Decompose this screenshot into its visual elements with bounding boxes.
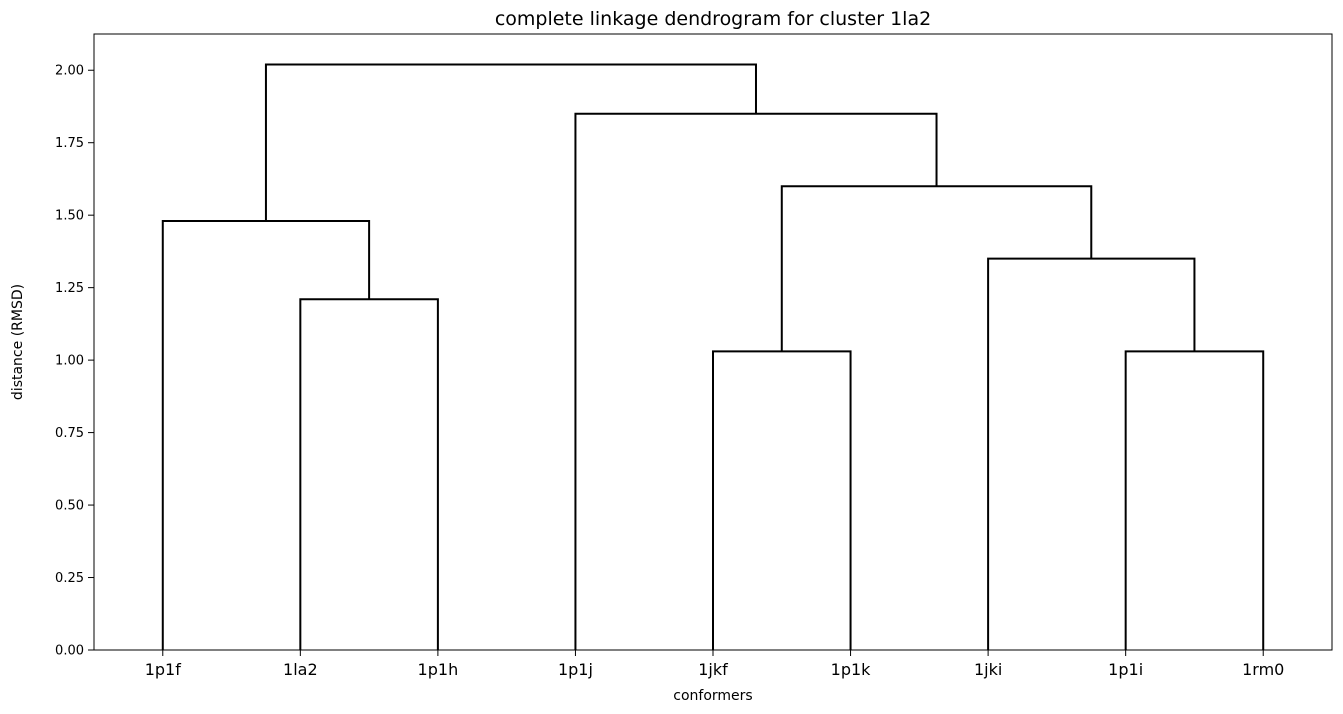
y-tick-label: 0.25 [55, 571, 84, 586]
dendrogram-link-7 [574, 112, 938, 650]
chart-title: complete linkage dendrogram for cluster … [495, 8, 931, 30]
leaf-label-1p1h: 1p1h [418, 660, 459, 679]
dendrogram-link-2 [712, 350, 852, 650]
x-axis: 1p1f 1la2 1p1h 1p1j 1jkf 1p1k 1jki 1p1i 1rm0 [145, 650, 1284, 679]
y-axis: 0.00 0.25 0.50 0.75 1.00 1.25 1.50 1.75 2.00 [55, 64, 94, 659]
x-axis-label: conformers [673, 688, 752, 704]
dendrogram-link-6 [780, 185, 1093, 352]
y-axis-label: distance (RMSD) [10, 284, 26, 400]
dendrogram-link-8 [264, 63, 757, 221]
y-tick-label: 1.00 [55, 354, 84, 369]
leaf-label-1rm0: 1rm0 [1242, 660, 1284, 679]
y-tick-label: 0.00 [55, 644, 84, 659]
leaf-label-1p1f: 1p1f [145, 660, 182, 679]
y-tick-label: 1.75 [55, 136, 84, 151]
y-tick-label: 0.50 [55, 499, 84, 514]
dendrogram-link-4 [987, 257, 1196, 650]
dendrogram-links [161, 63, 1265, 650]
y-tick-label: 1.25 [55, 281, 84, 296]
leaf-label-1la2: 1la2 [283, 660, 318, 679]
leaf-label-1jkf: 1jkf [698, 660, 728, 679]
dendrogram-link-3 [1124, 350, 1265, 650]
leaf-label-1jki: 1jki [974, 660, 1002, 679]
dendrogram-link-1 [299, 298, 439, 650]
y-tick-label: 0.75 [55, 426, 84, 441]
leaf-label-1p1i: 1p1i [1108, 660, 1143, 679]
leaf-label-1p1k: 1p1k [831, 660, 872, 679]
y-tick-label: 2.00 [55, 64, 84, 79]
y-tick-label: 1.50 [55, 209, 84, 224]
dendrogram-link-5 [161, 219, 371, 650]
leaf-label-1p1j: 1p1j [558, 660, 593, 679]
